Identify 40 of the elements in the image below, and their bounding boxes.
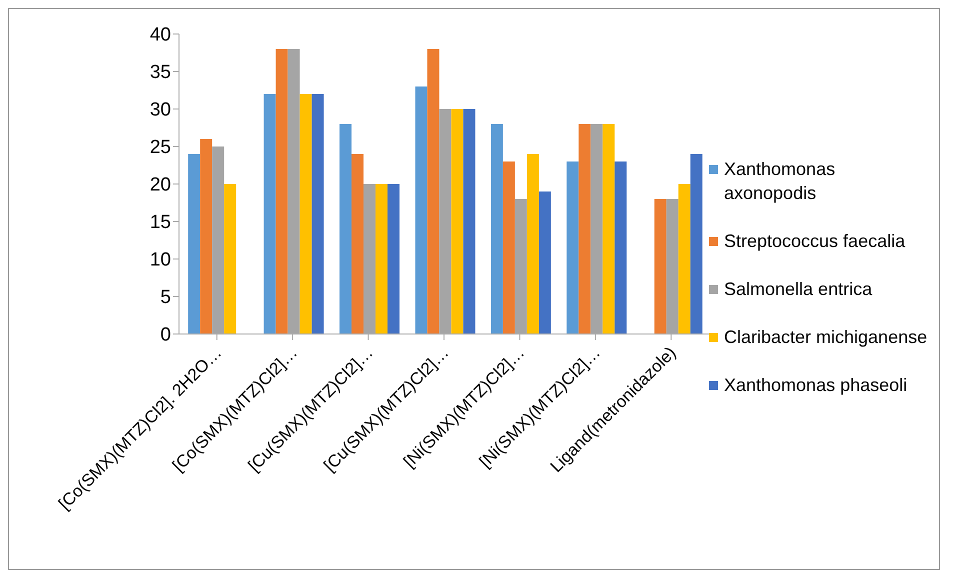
bar	[340, 124, 352, 334]
y-tick-label: 30	[150, 100, 171, 121]
legend-label: Xanthomonas axonopodis	[724, 158, 836, 205]
bar	[276, 49, 288, 334]
bar	[614, 162, 627, 334]
bar	[388, 184, 400, 334]
bar	[415, 86, 428, 334]
y-tick-label: 25	[150, 137, 171, 158]
y-tick-label: 20	[150, 174, 171, 196]
bar	[490, 124, 503, 334]
bar	[427, 49, 440, 334]
bar	[526, 154, 539, 334]
bar	[578, 124, 591, 334]
y-tick-label: 40	[150, 24, 171, 46]
bar	[451, 109, 464, 334]
bar	[312, 94, 324, 334]
bar	[690, 154, 702, 334]
bar	[224, 184, 236, 334]
bar	[654, 199, 666, 334]
y-tick-label: 35	[150, 62, 171, 84]
bar	[463, 109, 476, 334]
bar	[352, 154, 364, 334]
legend-label: Salmonella entrica	[724, 278, 872, 301]
y-tick-label: 0	[160, 324, 171, 346]
bar	[538, 192, 551, 334]
bar	[188, 154, 200, 334]
bar	[200, 139, 212, 334]
bar	[264, 94, 276, 334]
bar	[376, 184, 388, 334]
y-tick-label: 5	[160, 287, 171, 308]
bar	[602, 124, 615, 334]
legend-label: Streptococcus faecalia	[724, 230, 906, 253]
bar	[566, 162, 579, 334]
bar	[502, 162, 515, 334]
y-tick-label: 15	[150, 212, 171, 234]
bar	[678, 184, 690, 334]
legend-label: Claribacter michiganense	[724, 326, 928, 349]
y-tick-label: 10	[150, 250, 171, 271]
legend-label: Xanthomonas phaseoli	[724, 374, 908, 397]
bar	[300, 94, 312, 334]
